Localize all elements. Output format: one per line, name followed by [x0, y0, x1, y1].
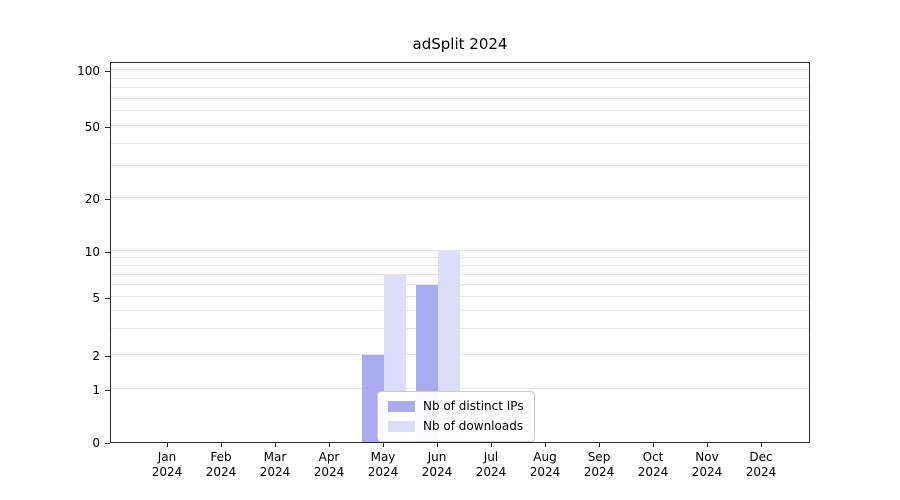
x-tick-year: 2024 [367, 465, 399, 479]
x-tick-label: Nov 2024 [672, 450, 742, 480]
gridline [111, 165, 809, 167]
y-tick-label: 10 [84, 245, 100, 259]
x-tick-mark [383, 443, 384, 447]
gridline [111, 354, 809, 355]
x-tick-mark [329, 443, 330, 447]
x-tick-month: Jul [483, 450, 499, 464]
gridline [111, 283, 809, 285]
x-tick-year: 2024 [529, 465, 561, 479]
x-tick-month: Oct [642, 450, 664, 464]
x-tick-year: 2024 [637, 465, 669, 479]
x-tick-mark [491, 443, 492, 447]
x-tick-year: 2024 [151, 465, 183, 479]
gridline [111, 273, 809, 275]
x-tick-month: Aug [533, 450, 557, 464]
gridline [111, 388, 809, 389]
gridline [111, 310, 809, 312]
x-tick-mark [707, 443, 708, 447]
x-tick-mark [437, 443, 438, 447]
legend-swatch [388, 401, 415, 412]
x-tick-label: Jan 2024 [132, 450, 202, 480]
gridline [111, 296, 809, 297]
x-tick-label: Apr 2024 [294, 450, 364, 480]
x-tick-label: Sep 2024 [564, 450, 634, 480]
x-tick-year: 2024 [475, 465, 507, 479]
y-tick-label: 100 [77, 64, 100, 78]
y-tick-label: 2 [92, 349, 100, 363]
y-tick-mark [105, 443, 110, 444]
x-tick-month: Jan [157, 450, 177, 464]
y-tick-label: 0 [92, 436, 100, 450]
x-tick-mark [599, 443, 600, 447]
x-tick-label: Dec 2024 [726, 450, 796, 480]
x-tick-year: 2024 [745, 465, 777, 479]
legend-item: Nb of distinct IPs [388, 399, 524, 414]
gridline [111, 77, 809, 79]
x-tick-mark [167, 443, 168, 447]
x-tick-label: Jun 2024 [402, 450, 472, 480]
x-tick-month: Jun [427, 450, 447, 464]
gridline [111, 197, 809, 198]
x-tick-year: 2024 [205, 465, 237, 479]
legend-label: Nb of distinct IPs [423, 399, 524, 413]
y-tick-mark [105, 127, 110, 128]
x-tick-month: Apr [318, 450, 340, 464]
x-tick-month: Dec [749, 450, 773, 464]
x-tick-label: Oct 2024 [618, 450, 688, 480]
gridline [111, 142, 809, 144]
gridline [111, 125, 809, 126]
gridline [111, 250, 809, 251]
y-tick-label: 20 [84, 192, 100, 206]
x-tick-year: 2024 [421, 465, 453, 479]
legend-swatch [388, 421, 415, 432]
x-tick-year: 2024 [691, 465, 723, 479]
x-tick-month: May [370, 450, 396, 464]
y-tick-mark [105, 199, 110, 200]
x-tick-mark [761, 443, 762, 447]
x-tick-mark [545, 443, 546, 447]
x-tick-month: Sep [587, 450, 611, 464]
y-tick-mark [105, 71, 110, 72]
y-tick-label: 1 [92, 383, 100, 397]
x-tick-label: Aug 2024 [510, 450, 580, 480]
x-tick-label: May 2024 [348, 450, 418, 480]
gridline [111, 69, 809, 70]
legend-item: Nb of downloads [388, 419, 524, 434]
x-tick-mark [653, 443, 654, 447]
x-tick-month: Feb [210, 450, 232, 464]
x-tick-mark [221, 443, 222, 447]
x-tick-label: Feb 2024 [186, 450, 256, 480]
x-tick-label: Mar 2024 [240, 450, 310, 480]
y-tick-mark [105, 252, 110, 253]
y-tick-label: 5 [92, 291, 100, 305]
x-tick-month: Nov [695, 450, 719, 464]
x-tick-year: 2024 [313, 465, 345, 479]
x-tick-mark [275, 443, 276, 447]
gridline [111, 110, 809, 112]
y-tick-mark [105, 298, 110, 299]
gridline [111, 328, 809, 330]
legend: Nb of distinct IPs Nb of downloads [377, 391, 535, 442]
y-tick-label: 50 [84, 120, 100, 134]
gridline [111, 87, 809, 89]
gridline [111, 264, 809, 266]
legend-label: Nb of downloads [423, 419, 524, 433]
y-tick-mark [105, 356, 110, 357]
x-tick-month: Mar [263, 450, 287, 464]
gridline [111, 97, 809, 99]
gridline [111, 257, 809, 258]
chart-title: adSplit 2024 [412, 35, 508, 53]
x-tick-year: 2024 [259, 465, 291, 479]
x-tick-label: Jul 2024 [456, 450, 526, 480]
x-tick-year: 2024 [583, 465, 615, 479]
y-tick-mark [105, 390, 110, 391]
plot-area [110, 62, 810, 443]
